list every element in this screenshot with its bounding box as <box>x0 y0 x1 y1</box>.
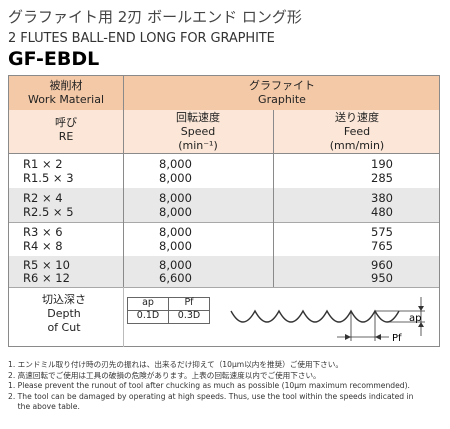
speed-cell: 8,000 <box>159 157 192 171</box>
speed-en: Speed <box>180 125 216 138</box>
model-code: GF-EBDL <box>8 48 100 70</box>
cutting-conditions-table: 被削材 Work Material グラファイト Graphite 呼び RE … <box>8 75 440 347</box>
feed-ja: 送り速度 <box>335 111 379 124</box>
row-group-2: R2 × 4 8,000 380 R2.5 × 5 8,000 480 <box>9 188 439 223</box>
speed-cell: 8,000 <box>159 171 192 185</box>
note-en-2: 2. The tool can be damaged by operating … <box>8 391 414 401</box>
work-material-header: 被削材 Work Material グラファイト Graphite <box>9 76 439 111</box>
feed-cell: 285 <box>371 171 393 185</box>
speed-cell: 8,000 <box>159 258 192 272</box>
footnotes: 1. エンドミル取り付け時の刃先の振れは、出来るだけ抑えて（10μm以内を推奨）… <box>8 360 440 413</box>
note-ja-1: 1. エンドミル取り付け時の刃先の振れは、出来るだけ抑えて（10μm以内を推奨）… <box>8 360 343 369</box>
feed-cell: 960 <box>371 258 393 272</box>
work-material-en: Work Material <box>27 93 105 106</box>
feed-header: 送り速度 Feed (mm/min) <box>273 111 441 153</box>
row-group-3: R3 × 6 8,000 575 R4 × 8 8,000 765 <box>9 222 439 257</box>
depth-label-en1: Depth <box>47 307 81 320</box>
depth-label-en2: of Cut <box>47 321 81 334</box>
depth-divider <box>123 287 124 347</box>
work-material-label: 被削材 Work Material <box>9 79 123 107</box>
column-divider <box>273 110 274 287</box>
row-group-1: R1 × 2 8,000 190 R1.5 × 3 8,000 285 <box>9 154 439 189</box>
pf-value: 0.3D <box>177 310 201 321</box>
speed-unit: (min⁻¹) <box>178 139 218 152</box>
graphite-label: グラファイト Graphite <box>123 79 441 107</box>
row-group-4: R5 × 10 8,000 960 R6 × 12 6,600 950 <box>9 256 439 288</box>
speed-cell: 6,600 <box>159 271 192 285</box>
pf-arrow-right <box>345 334 351 340</box>
re-ja: 呼び <box>55 116 77 129</box>
re-cell: R4 × 8 <box>23 239 63 253</box>
ap-value: 0.1D <box>136 310 160 321</box>
column-divider <box>123 76 124 287</box>
note-en-2-cont: the above table. <box>8 402 80 411</box>
depth-of-cut-diagram: ap Pf <box>230 297 425 344</box>
feed-cell: 190 <box>371 157 393 171</box>
speed-header: 回転速度 Speed (min⁻¹) <box>123 111 273 153</box>
note-ja-2: 2. 高速回転でご使用は工具の破損の危険があります。上表の回転速度以内でご使用下… <box>8 370 321 380</box>
diagram-ap-label: ap <box>409 313 421 324</box>
speed-cell: 8,000 <box>159 239 192 253</box>
depth-label: 切込深さ Depth of Cut <box>9 293 119 335</box>
re-cell: R2.5 × 5 <box>23 205 74 219</box>
feed-en: Feed <box>343 125 371 138</box>
feed-cell: 380 <box>371 191 393 205</box>
re-en: RE <box>58 130 74 143</box>
title-english: 2 FLUTES BALL-END LONG FOR GRAPHITE <box>8 31 275 46</box>
graphite-ja: グラファイト <box>249 79 315 92</box>
graphite-en: Graphite <box>258 93 306 106</box>
title-japanese: グラファイト用 2刃 ボールエンド ロング形 <box>8 8 302 26</box>
work-material-ja: 被削材 <box>49 79 83 92</box>
pf-header: Pf <box>184 297 194 308</box>
re-cell: R1 × 2 <box>23 157 63 171</box>
column-headers: 呼び RE 回転速度 Speed (min⁻¹) 送り速度 Feed (mm/m… <box>9 110 439 154</box>
pf-arrow-left <box>375 334 381 340</box>
feed-cell: 950 <box>371 271 393 285</box>
diagram-pf-label: Pf <box>392 333 402 344</box>
re-cell: R2 × 4 <box>23 191 63 205</box>
speed-ja: 回転速度 <box>176 111 220 124</box>
speed-cell: 8,000 <box>159 205 192 219</box>
ap-arrow-up <box>418 322 424 327</box>
re-cell: R3 × 6 <box>23 225 63 239</box>
speed-cell: 8,000 <box>159 191 192 205</box>
re-cell: R6 × 12 <box>23 271 70 285</box>
scallop-profile <box>230 309 400 323</box>
re-cell: R1.5 × 3 <box>23 171 74 185</box>
re-header: 呼び RE <box>9 116 123 144</box>
note-en-1: 1. Please prevent the runout of tool aft… <box>8 381 410 390</box>
feed-cell: 480 <box>371 205 393 219</box>
depth-of-cut-section: 切込深さ Depth of Cut ap Pf 0.1D 0.3D ap Pf <box>9 287 439 347</box>
ap-header: ap <box>142 297 154 308</box>
feed-unit: (mm/min) <box>329 139 385 152</box>
speed-cell: 8,000 <box>159 225 192 239</box>
pf-value-box <box>168 310 210 324</box>
depth-label-ja: 切込深さ <box>42 293 86 306</box>
feed-cell: 765 <box>371 239 393 253</box>
feed-cell: 575 <box>371 225 393 239</box>
re-cell: R5 × 10 <box>23 258 70 272</box>
ap-arrow-down <box>418 306 424 311</box>
